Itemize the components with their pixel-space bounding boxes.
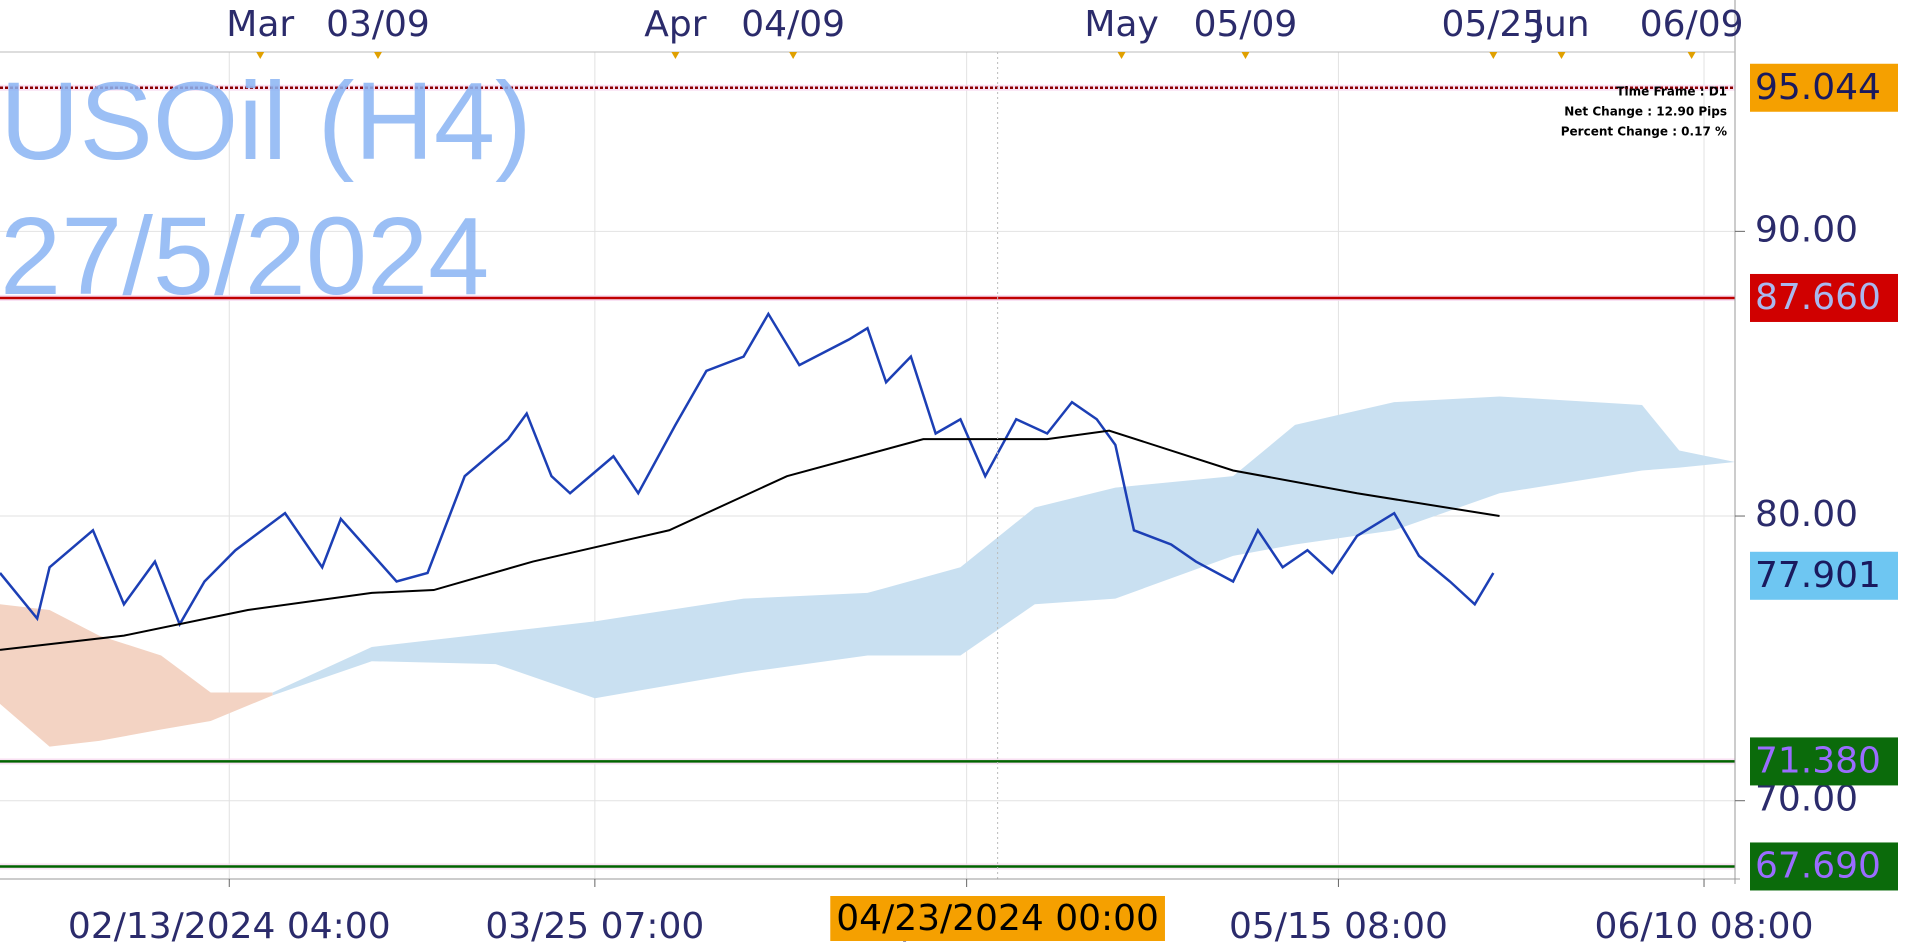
top-tick-label: Jun bbox=[1531, 4, 1589, 45]
y-tick-label: 80.00 bbox=[1755, 494, 1858, 535]
level-label: 71.380 bbox=[1755, 740, 1881, 781]
top-marker bbox=[1557, 52, 1566, 59]
plot-layer bbox=[0, 52, 1736, 879]
top-marker bbox=[256, 52, 265, 59]
x-tick-label: 06/10 08:00 bbox=[1595, 906, 1814, 947]
price-line bbox=[0, 429, 1500, 651]
cursor-box bbox=[830, 896, 1165, 941]
info-text: Net Change : 12.90 Pips bbox=[1564, 105, 1727, 119]
price-line bbox=[0, 311, 1495, 628]
top-marker bbox=[1117, 52, 1126, 59]
info-text: Percent Change : 0.17 % bbox=[1561, 125, 1727, 139]
top-tick-label: Apr bbox=[644, 4, 706, 45]
level-label: 87.660 bbox=[1755, 277, 1881, 318]
top-tick-label: May bbox=[1084, 4, 1158, 45]
level-label: 67.690 bbox=[1755, 845, 1881, 886]
y-tick-label: 90.00 bbox=[1755, 209, 1858, 250]
top-tick-label: 03/09 bbox=[326, 4, 430, 45]
x-tick-label: 03/25 07:00 bbox=[485, 906, 704, 947]
top-tick-label: 05/25 bbox=[1441, 4, 1545, 45]
x-tick-label: 02/13/2024 04:00 bbox=[68, 906, 391, 947]
level-box bbox=[1750, 842, 1898, 891]
level-box bbox=[1750, 273, 1898, 322]
top-marker bbox=[671, 52, 680, 59]
cloud-area bbox=[0, 604, 273, 747]
top-tick-label: Mar bbox=[226, 4, 294, 45]
top-tick-label: 06/09 bbox=[1640, 4, 1744, 45]
top-tick-label: 04/09 bbox=[741, 4, 845, 45]
top-marker bbox=[1241, 52, 1250, 59]
top-marker bbox=[1489, 52, 1498, 59]
info-text: Time Frame : D1 bbox=[1616, 85, 1727, 99]
level-box bbox=[1750, 551, 1898, 600]
cloud-area bbox=[272, 396, 1736, 699]
top-marker bbox=[789, 52, 798, 59]
level-label: 95.044 bbox=[1755, 67, 1881, 108]
x-tick-label: 05/15 08:00 bbox=[1229, 906, 1448, 947]
top-tick-label: 05/09 bbox=[1194, 4, 1298, 45]
level-label: 77.901 bbox=[1755, 555, 1881, 596]
watermark-title: USOil (H4) bbox=[0, 60, 532, 183]
level-box bbox=[1750, 63, 1898, 112]
watermark-date: 27/5/2024 bbox=[0, 195, 489, 318]
cursor-label: 04/23/2024 00:00 bbox=[836, 898, 1159, 939]
level-box bbox=[1750, 737, 1898, 786]
top-marker bbox=[373, 52, 382, 59]
top-marker bbox=[1687, 52, 1696, 59]
y-tick-label: 70.00 bbox=[1755, 779, 1858, 820]
